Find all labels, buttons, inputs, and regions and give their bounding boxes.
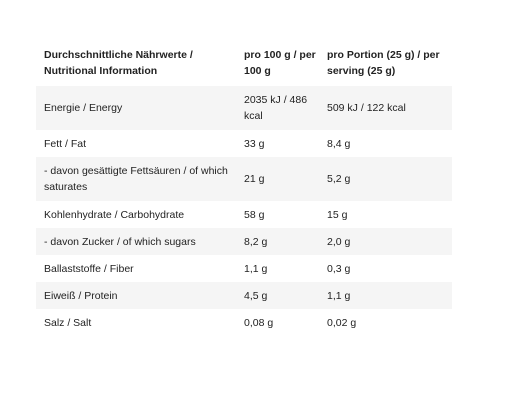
per-serving-value: 2,0 g — [327, 235, 351, 248]
per-100g-value: 33 g — [244, 137, 265, 150]
table-row: Fett / Fat 33 g 8,4 g — [36, 130, 452, 157]
per-100g-value: 8,2 g — [244, 235, 268, 248]
per-100g-value: 0,08 g — [244, 316, 274, 329]
per-serving-value: 5,2 g — [327, 173, 351, 185]
nutrient-label: Eiweiß / Protein — [44, 289, 118, 302]
header-cell-nutrient: Durchschnittliche Nährwerte / Nutritiona… — [44, 49, 193, 77]
per-100g-value: 58 g — [244, 208, 265, 221]
nutrient-label: Energie / Energy — [44, 102, 123, 114]
per-100g-value: 2035 kJ / 486 kcal — [244, 94, 308, 122]
per-100g-value: 4,5 g — [244, 289, 268, 302]
per-serving-value: 0,3 g — [327, 262, 351, 275]
table-row: - davon Zucker / of which sugars 8,2 g 2… — [36, 228, 452, 255]
table-row: Ballaststoffe / Fiber 1,1 g 0,3 g — [36, 255, 452, 282]
per-serving-value: 15 g — [327, 208, 348, 221]
per-serving-value: 509 kJ / 122 kcal — [327, 102, 406, 114]
table-row: - davon gesättigte Fettsäuren / of which… — [36, 157, 452, 201]
nutrient-label: Salz / Salt — [44, 316, 92, 329]
table-row: Energie / Energy 2035 kJ / 486 kcal 509 … — [36, 86, 452, 130]
per-100g-value: 21 g — [244, 173, 265, 185]
table-header-row: Durchschnittliche Nährwerte / Nutritiona… — [36, 40, 452, 86]
table-row: Kohlenhydrate / Carbohydrate 58 g 15 g — [36, 201, 452, 228]
table-row: Salz / Salt 0,08 g 0,02 g — [36, 309, 452, 336]
per-serving-value: 8,4 g — [327, 137, 351, 150]
nutrient-label: - davon Zucker / of which sugars — [44, 235, 196, 248]
header-cell-per-serving: pro Portion (25 g) / per serving (25 g) — [327, 49, 440, 77]
per-serving-value: 1,1 g — [327, 289, 351, 302]
per-100g-value: 1,1 g — [244, 262, 268, 275]
nutrient-label: Kohlenhydrate / Carbohydrate — [44, 208, 185, 221]
nutrient-label: Ballaststoffe / Fiber — [44, 262, 134, 275]
nutrient-label: Fett / Fat — [44, 137, 87, 150]
table-row: Eiweiß / Protein 4,5 g 1,1 g — [36, 282, 452, 309]
nutrient-label: - davon gesättigte Fettsäuren / of which… — [44, 165, 228, 193]
nutrition-table: Durchschnittliche Nährwerte / Nutritiona… — [36, 40, 452, 336]
header-cell-per-100g: pro 100 g / per 100 g — [244, 49, 316, 77]
per-serving-value: 0,02 g — [327, 316, 357, 329]
